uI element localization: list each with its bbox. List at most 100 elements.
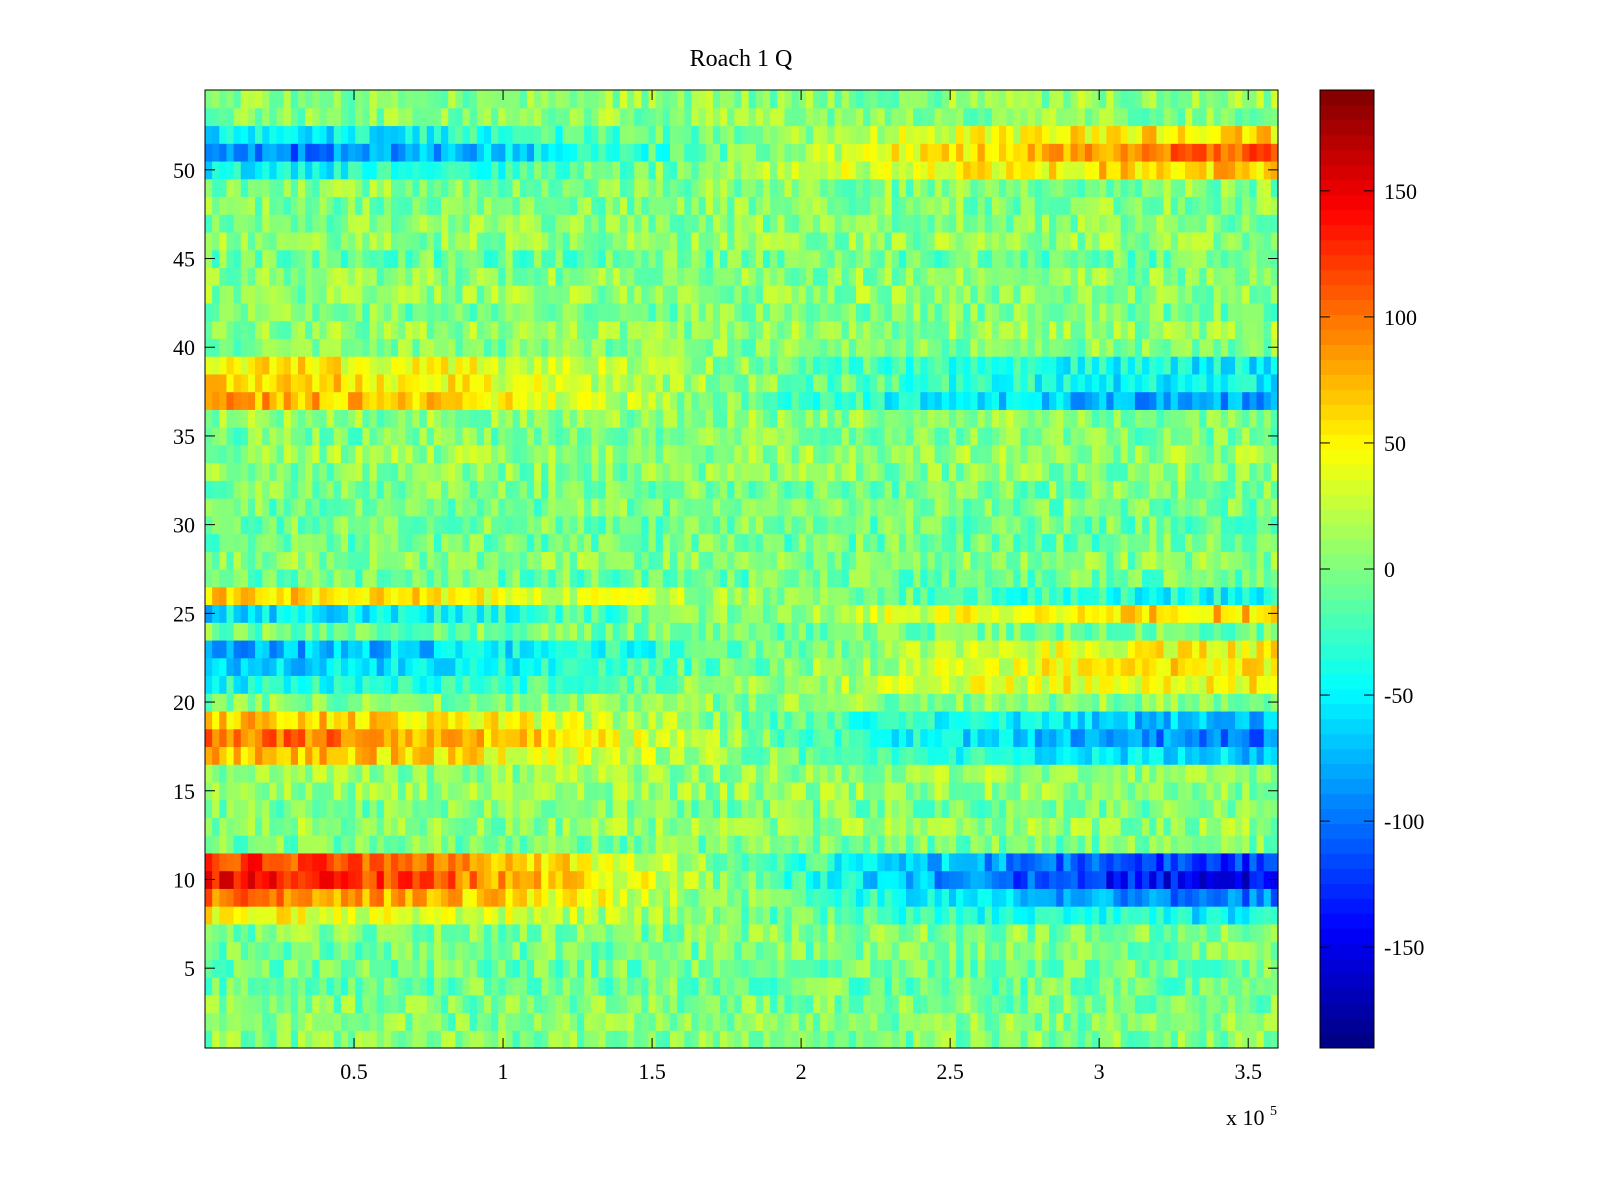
heatmap-cell (1177, 923, 1186, 943)
heatmap-cell (1249, 977, 1258, 996)
heatmap-cell (762, 710, 771, 730)
heatmap-cell (784, 888, 793, 907)
heatmap-cell (1263, 994, 1272, 1014)
heatmap-cell (991, 994, 1000, 1014)
heatmap-cell (1127, 923, 1136, 943)
heatmap-cell (1063, 764, 1072, 783)
heatmap-cell (1106, 657, 1115, 677)
heatmap-cell (1213, 835, 1222, 854)
heatmap-cell (948, 462, 957, 481)
heatmap-cell (1113, 852, 1122, 872)
heatmap-cell (233, 977, 242, 996)
heatmap-cell (576, 639, 585, 659)
heatmap-cell (398, 569, 406, 588)
heatmap-cell (870, 906, 879, 925)
heatmap-cell (948, 657, 957, 677)
heatmap-cell (720, 480, 728, 499)
heatmap-cell (970, 799, 979, 818)
heatmap-cell (820, 1030, 828, 1049)
heatmap-cell (355, 551, 363, 570)
heatmap-cell (1049, 462, 1057, 481)
heatmap-cell (1227, 657, 1236, 677)
heatmap-cell (1242, 1030, 1250, 1049)
heatmap-cell (834, 710, 843, 730)
heatmap-cell (1056, 586, 1064, 606)
heatmap-cell (748, 657, 757, 677)
heatmap-cell (1149, 728, 1157, 748)
heatmap-cell (834, 781, 843, 801)
heatmap-cell (269, 728, 278, 748)
heatmap-cell (1263, 569, 1272, 588)
heatmap-cell (991, 781, 1000, 801)
heatmap-cell (1249, 604, 1258, 623)
heatmap-cell (734, 781, 743, 801)
heatmap-cell (1084, 906, 1093, 925)
heatmap-cell (383, 604, 392, 623)
heatmap-cell (462, 870, 471, 889)
heatmap-cell (698, 569, 707, 588)
heatmap-cell (1149, 746, 1157, 765)
heatmap-cell (770, 781, 778, 801)
heatmap-cell (834, 657, 843, 677)
heatmap-cell (491, 888, 499, 907)
heatmap-cell (498, 799, 507, 818)
heatmap-cell (348, 480, 356, 499)
heatmap-cell (913, 480, 921, 499)
heatmap-cell (770, 462, 778, 481)
heatmap-cell (240, 977, 249, 996)
heatmap-cell (355, 923, 363, 943)
heatmap-cell (684, 551, 693, 570)
heatmap-cell (641, 551, 650, 570)
heatmap-cell (1027, 817, 1036, 836)
heatmap-cell (255, 569, 263, 588)
heatmap-cell (927, 622, 936, 641)
heatmap-cell (405, 852, 414, 872)
heatmap-cell (276, 870, 285, 889)
heatmap-cell (1156, 657, 1165, 677)
heatmap-cell (634, 498, 642, 517)
heatmap-cell (426, 498, 435, 517)
heatmap-cell (326, 994, 335, 1014)
heatmap-cell (741, 533, 750, 552)
heatmap-cell (848, 888, 857, 907)
heatmap-cell (591, 551, 600, 570)
heatmap-cell (805, 906, 814, 925)
heatmap-cell (748, 551, 757, 570)
heatmap-cell (655, 622, 664, 641)
heatmap-cell (283, 639, 292, 659)
heatmap-cell (741, 977, 750, 996)
heatmap-cell (498, 870, 507, 889)
heatmap-cell (369, 835, 378, 854)
heatmap-cell (827, 657, 836, 677)
heatmap-cell (233, 994, 242, 1014)
heatmap-cell (448, 569, 456, 588)
heatmap-cell (297, 764, 306, 783)
heatmap-cell (1134, 551, 1143, 570)
heatmap-cell (333, 622, 342, 641)
heatmap-cell (855, 480, 864, 499)
heatmap-cell (791, 657, 800, 677)
heatmap-cell (319, 835, 328, 854)
heatmap-cell (805, 923, 814, 943)
heatmap-cell (591, 781, 600, 801)
heatmap-cell (798, 1030, 807, 1049)
heatmap-cell (1213, 764, 1222, 783)
heatmap-cell (977, 604, 986, 623)
heatmap-cell (1142, 994, 1150, 1014)
heatmap-cell (1156, 480, 1165, 499)
heatmap-cell (290, 906, 299, 925)
heatmap-cell (1056, 622, 1064, 641)
heatmap-cell (262, 444, 270, 464)
heatmap-cell (1220, 888, 1229, 907)
heatmap-cell (455, 515, 464, 535)
heatmap-cell (312, 515, 321, 535)
heatmap-cell (913, 1012, 921, 1031)
heatmap-cell (784, 533, 793, 552)
heatmap-cell (498, 1030, 507, 1049)
heatmap-cell (340, 835, 349, 854)
heatmap-cell (448, 480, 456, 499)
heatmap-cell (741, 835, 750, 854)
heatmap-cell (627, 569, 635, 588)
heatmap-cell (1242, 551, 1250, 570)
heatmap-cell (605, 852, 614, 872)
